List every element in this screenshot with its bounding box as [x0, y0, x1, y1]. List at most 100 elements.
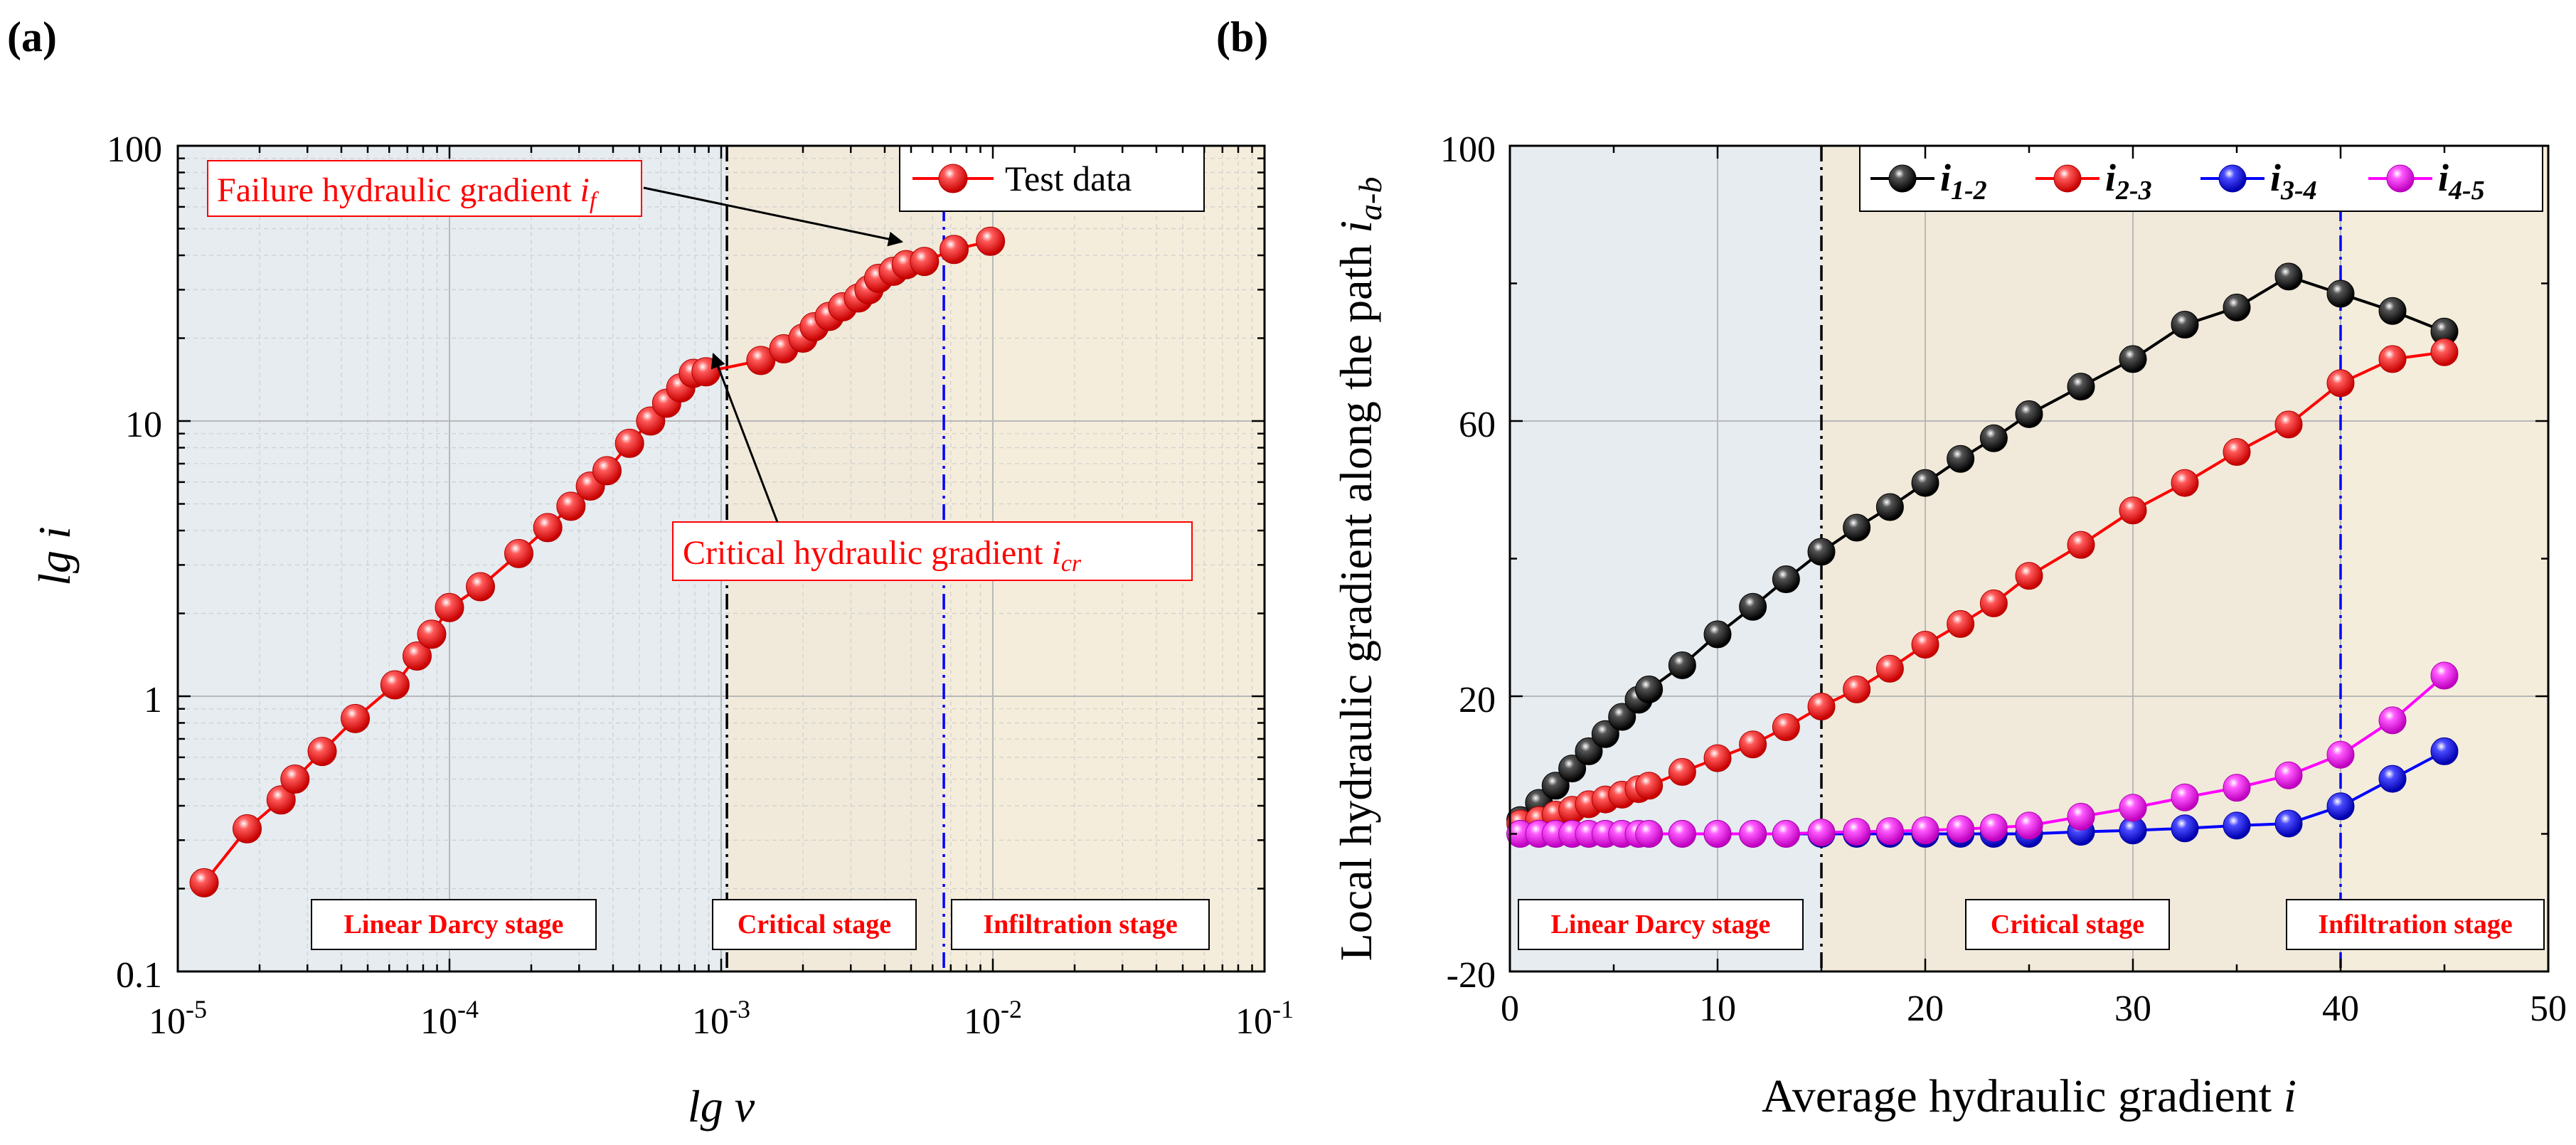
panel-b-stage-labels: Linear Darcy stage Critical stage Infilt…: [1518, 899, 2545, 950]
b-stage-linear-label: Linear Darcy stage: [1551, 910, 1771, 939]
series-point-i2-3: [1772, 713, 1800, 742]
test-data-point: [341, 703, 371, 733]
series-point-i1-2: [1772, 565, 1800, 594]
b-infiltration-region: [2341, 146, 2548, 971]
panel-a-y-axis-label: lg i: [29, 526, 80, 586]
test-data-point: [402, 641, 432, 671]
critical-gradient-annotation: Critical hydraulic gradient icr: [672, 353, 1193, 581]
a-xtick-label-0: 10-5: [149, 995, 207, 1042]
panel-b-series: [1506, 262, 2459, 848]
panel-b-x-tick-labels: 0 10 20 30 40 50: [1501, 989, 2567, 1029]
series-point-i4-5: [2119, 794, 2147, 822]
legend-i34: i3-4: [2200, 156, 2317, 206]
test-data-point: [266, 785, 296, 815]
svg-text:Critical hydraulic gradient ic: Critical hydraulic gradient icr: [683, 534, 1082, 577]
series-point-i4-5: [2378, 706, 2407, 735]
series-point-i1-2: [1575, 737, 1603, 765]
series-point-i2-3: [1807, 693, 1836, 721]
series-point-i2-3: [2015, 562, 2043, 590]
test-data-point: [189, 868, 219, 898]
series-point-i2-3: [2326, 369, 2355, 398]
panel-a-label: (a): [7, 14, 57, 60]
panel-a-stage-boundaries: [725, 146, 945, 971]
panel-b-x-axis-label: Average hydraulic gradient i: [1762, 1070, 2296, 1122]
test-data-point: [466, 572, 496, 602]
panel-b-y-axis-label: Local hydraulic gradient along the path …: [1331, 177, 1388, 962]
series-point-i1-2: [1703, 620, 1732, 649]
series-point-i1-2: [1911, 469, 1939, 497]
critical-arrow: [710, 353, 779, 523]
test-data-point: [307, 737, 337, 767]
b-ytick-label-1: 20: [1459, 680, 1496, 720]
series-point-i4-5: [1772, 820, 1800, 848]
panel-b-y-tick-labels: -20 20 60 100: [1440, 129, 1496, 996]
b-xtick-label-0: 0: [1501, 989, 1519, 1029]
series-point-i3-4: [2274, 809, 2303, 838]
series-point-i2-3: [2119, 496, 2147, 525]
b-ytick-label-2: 60: [1459, 405, 1496, 445]
panel-a-ticks: [176, 144, 1266, 973]
series-point-i2-3: [1979, 589, 2008, 617]
a-ytick-label-0: 0.1: [116, 955, 162, 996]
a-xtick-label-4: 10-1: [1235, 995, 1294, 1042]
a-ytick-label-2: 10: [125, 405, 162, 445]
series-point-i1-2: [2326, 279, 2355, 308]
a-ytick-label-1: 1: [144, 680, 162, 720]
test-data-point: [533, 513, 563, 543]
critical-annotation-var: i: [1051, 534, 1060, 572]
svg-text:i1-2: i1-2: [1940, 156, 1987, 206]
series-point-i4-5: [1875, 817, 1904, 846]
a-xtick-label-3: 10-2: [964, 995, 1022, 1042]
test-data-point: [233, 814, 262, 843]
panel-a-x-axis-label: lg v: [688, 1081, 755, 1131]
legend-i23: i2-3: [2035, 156, 2152, 206]
series-point-i3-4: [2326, 792, 2355, 821]
panel-a-x-tick-labels: 10-5 10-4 10-3 10-2 10-1: [149, 995, 1294, 1042]
series-point-i2-3: [2223, 438, 2251, 467]
series-point-i1-2: [1668, 651, 1696, 679]
test-data-point: [435, 592, 464, 622]
series-point-i1-2: [1591, 720, 1619, 748]
series-point-i3-4: [2171, 814, 2199, 843]
test-data-point: [280, 764, 310, 794]
series-point-i2-3: [1875, 654, 1904, 683]
panel-a-y-tick-labels: 0.1 1 10 100: [107, 129, 162, 996]
series-point-i2-3: [1739, 730, 1767, 759]
panel-b: (b) i1-2 i2-3 i3-4: [1216, 14, 2567, 1122]
failure-annotation-text: Failure hydraulic gradient: [217, 171, 580, 209]
failure-annotation-var: i: [580, 171, 590, 209]
series-point-i1-2: [2171, 311, 2199, 339]
panel-a-stage-labels: Linear Darcy stage Critical stage Infilt…: [311, 899, 1210, 950]
b-xtick-label-3: 30: [2114, 989, 2151, 1029]
series-point-i3-4: [2378, 765, 2407, 793]
legend-i12: i1-2: [1870, 156, 1987, 206]
test-data-point: [910, 247, 940, 277]
b-xtick-label-5: 50: [2530, 989, 2567, 1029]
series-point-i2-3: [1947, 609, 1975, 638]
svg-text:Failure hydraulic gradient if: Failure hydraulic gradient if: [217, 171, 600, 214]
series-point-i2-3: [2067, 531, 2095, 559]
test-data-point: [976, 226, 1006, 256]
series-point-i2-3: [1911, 630, 1939, 659]
series-point-i4-5: [2015, 811, 2043, 840]
series-point-i4-5: [1635, 820, 1664, 848]
test-data-point: [940, 235, 969, 265]
a-ytick-label-3: 100: [107, 129, 162, 170]
a-xtick-label-2: 10-3: [692, 995, 750, 1042]
legend-i45: i4-5: [2368, 156, 2485, 206]
series-point-i4-5: [1911, 816, 1939, 845]
series-point-i2-3: [2378, 345, 2407, 373]
b-ytick-label-0: -20: [1447, 955, 1496, 996]
series-point-i4-5: [1668, 820, 1696, 848]
series-point-i4-5: [2171, 783, 2199, 811]
series-point-i2-3: [2171, 469, 2199, 497]
series-point-i2-3: [1843, 675, 1871, 703]
failure-gradient-annotation: Failure hydraulic gradient if: [207, 160, 904, 247]
series-i4-5: [1506, 661, 2459, 848]
series-point-i4-5: [2274, 761, 2303, 789]
panel-b-legend: i1-2 i2-3 i3-4 i4-5: [1859, 145, 2543, 212]
panel-b-label: (b): [1216, 14, 1268, 60]
series-point-i4-5: [2067, 802, 2095, 831]
series-point-i3-4: [2223, 811, 2251, 840]
series-point-i4-5: [1947, 815, 1975, 843]
